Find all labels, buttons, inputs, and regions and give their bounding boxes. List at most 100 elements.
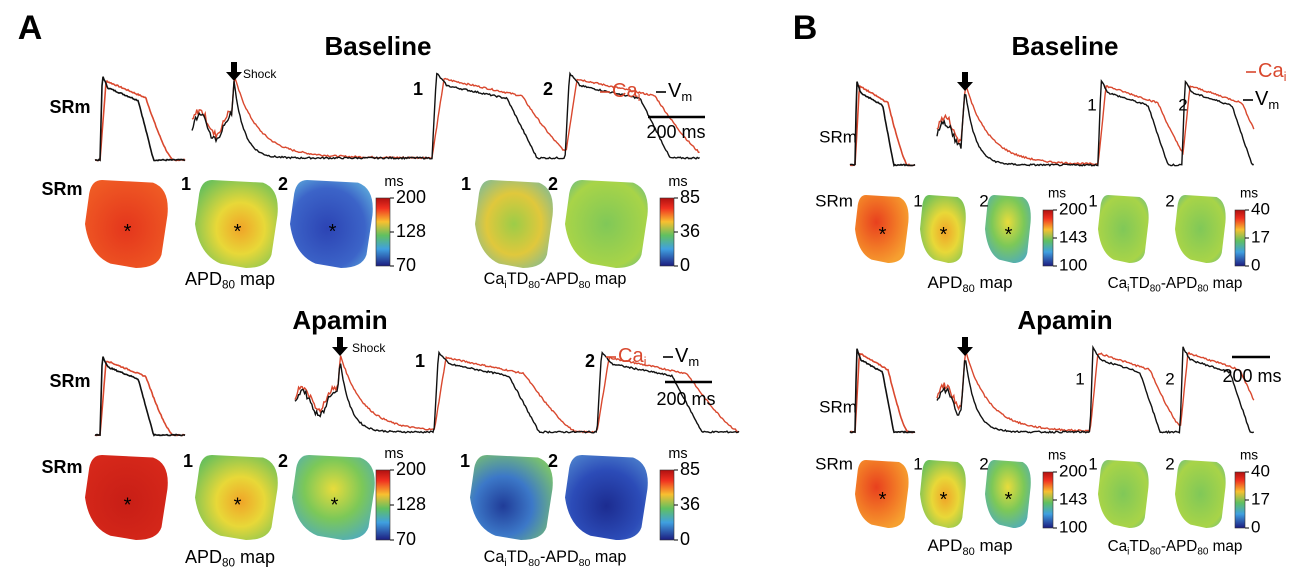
- map-number: 1: [461, 174, 471, 194]
- map-marker: *: [1005, 489, 1013, 511]
- vm-trace: [850, 349, 915, 433]
- colorbar-tick-label: 200: [396, 459, 426, 479]
- legend-ca: Cai: [1258, 60, 1287, 84]
- legend-ca: Cai: [612, 80, 641, 104]
- text-part: m: [1268, 97, 1279, 112]
- text-part: i: [638, 89, 641, 104]
- map-marker: *: [940, 489, 948, 511]
- map-marker: *: [124, 494, 132, 516]
- scale-bar-label: 200 ms: [656, 389, 715, 409]
- legend-vm: Vm: [1255, 88, 1279, 112]
- colorbar-tick-label: 40: [1251, 461, 1270, 480]
- colorbar-tick-label: 0: [680, 255, 690, 275]
- text-part: 80: [1197, 546, 1209, 557]
- text-part: -APD: [1161, 275, 1198, 292]
- scale-bar-label: 200 ms: [1222, 366, 1281, 386]
- map-number: 2: [979, 191, 988, 210]
- activation-map: [1098, 460, 1149, 528]
- text-part: 80: [528, 557, 540, 569]
- panel-label: B: [793, 9, 818, 47]
- map-number: 1: [1088, 191, 1097, 210]
- colorbar-tick-label: 85: [680, 187, 700, 207]
- map-number: 2: [979, 454, 988, 473]
- activation-map: [565, 180, 648, 268]
- map-number: 1: [181, 174, 191, 194]
- map-marker: *: [234, 494, 242, 516]
- row-title: Apamin: [292, 305, 387, 335]
- ca-trace: [937, 351, 1254, 431]
- beat-number: 1: [413, 79, 423, 99]
- text-part: i: [644, 354, 647, 369]
- colorbar-unit: ms: [1048, 186, 1066, 201]
- shock-label: Shock: [352, 341, 386, 355]
- colorbar-tick-label: 0: [680, 529, 690, 549]
- map-marker: *: [329, 221, 337, 243]
- colorbar-tick-label: 17: [1251, 227, 1270, 246]
- activation-map: [1175, 195, 1226, 263]
- shock-arrow: [957, 72, 973, 91]
- text-part: Ca: [1108, 275, 1128, 292]
- activation-map: [565, 455, 648, 540]
- map-marker: *: [234, 221, 242, 243]
- map-number: 1: [913, 454, 922, 473]
- activation-map: [475, 180, 553, 268]
- legend-ca: Cai: [618, 345, 647, 369]
- colorbar-tick-label: 85: [680, 459, 700, 479]
- colorbar-tick-label: 143: [1059, 489, 1087, 508]
- colorbar-tick-label: 0: [1251, 255, 1260, 274]
- beat-number: 2: [1165, 369, 1174, 388]
- text-part: TD: [1129, 538, 1149, 555]
- colorbar-unit: ms: [1048, 448, 1066, 463]
- text-part: 80: [222, 278, 236, 291]
- text-part: map: [590, 548, 626, 566]
- map-caption: CaiTD80-APD80 map: [484, 548, 627, 568]
- ca-trace: [95, 362, 185, 436]
- text-part: APD: [927, 273, 962, 292]
- colorbar-tick-label: 128: [396, 221, 426, 241]
- text-part: map: [975, 536, 1013, 555]
- colorbar: [376, 198, 390, 266]
- shock-arrow: [226, 62, 242, 81]
- map-caption: APD80 map: [927, 273, 1012, 295]
- colorbar-tick-label: 100: [1059, 517, 1087, 536]
- colorbar-tick-label: 40: [1251, 199, 1270, 218]
- vm-trace: [937, 81, 1254, 166]
- ca-trace: [850, 86, 915, 165]
- panel-label: A: [18, 9, 43, 47]
- map-caption: CaiTD80-APD80 map: [484, 270, 627, 290]
- row-title: Apamin: [1017, 305, 1112, 335]
- map-label: SRm: [41, 457, 82, 477]
- vm-trace: [850, 82, 915, 166]
- map-caption: CaiTD80-APD80 map: [1108, 538, 1243, 557]
- colorbar-tick-label: 36: [680, 221, 700, 241]
- text-part: TD: [507, 548, 529, 566]
- beat-number: 2: [543, 79, 553, 99]
- text-part: Ca: [1258, 60, 1284, 82]
- trace-label: SRm: [819, 397, 857, 416]
- figure: ABBaselineSRmShock12CaiVm200 msSRm***121…: [0, 0, 1301, 572]
- map-number: 2: [278, 451, 288, 471]
- text-part: 80: [1150, 546, 1162, 557]
- text-part: m: [681, 89, 692, 104]
- beat-number: 1: [415, 351, 425, 371]
- text-part: map: [235, 269, 275, 289]
- colorbar: [1235, 472, 1245, 528]
- text-part: 80: [1150, 283, 1162, 294]
- map-marker: *: [940, 224, 948, 246]
- text-part: -APD: [540, 548, 579, 566]
- text-part: 80: [528, 279, 540, 291]
- scale-bar-label: 200 ms: [646, 122, 705, 142]
- shock-label: Shock: [243, 67, 277, 81]
- text-part: 80: [962, 283, 974, 295]
- activation-map: [1175, 460, 1226, 528]
- colorbar-tick-label: 128: [396, 494, 426, 514]
- map-number: 2: [548, 451, 558, 471]
- map-marker: *: [124, 221, 132, 243]
- map-number: 1: [913, 191, 922, 210]
- text-part: Ca: [1108, 538, 1128, 555]
- map-marker: *: [879, 224, 887, 246]
- text-part: 80: [579, 279, 591, 291]
- map-label: SRm: [815, 191, 853, 210]
- map-caption: CaiTD80-APD80 map: [1108, 275, 1243, 294]
- trace-label: SRm: [819, 127, 857, 146]
